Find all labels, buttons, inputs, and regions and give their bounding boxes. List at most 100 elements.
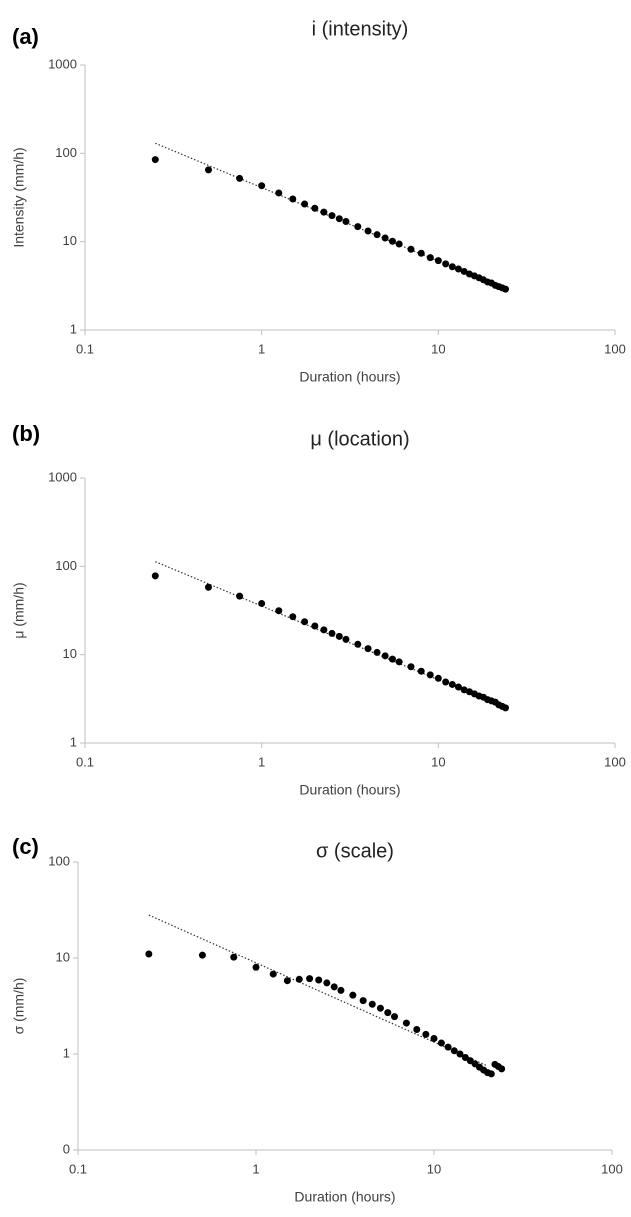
x-tick-label: 0.1 bbox=[76, 754, 94, 769]
data-point bbox=[368, 1000, 376, 1008]
y-tick-label: 1000 bbox=[48, 56, 77, 71]
data-point bbox=[417, 667, 425, 675]
data-point bbox=[448, 263, 456, 271]
data-point bbox=[364, 227, 372, 235]
data-point bbox=[275, 607, 283, 615]
data-point bbox=[434, 674, 442, 682]
data-point bbox=[444, 1043, 452, 1051]
data-point bbox=[413, 1025, 421, 1033]
data-point bbox=[448, 680, 456, 688]
data-point bbox=[381, 652, 389, 660]
data-point bbox=[461, 1053, 469, 1061]
data-point bbox=[275, 189, 283, 197]
x-tick-label: 100 bbox=[604, 341, 626, 356]
data-point bbox=[381, 234, 389, 242]
y-axis-title: μ (mm/h) bbox=[11, 582, 27, 638]
y-tick-label: 100 bbox=[55, 145, 77, 160]
data-point bbox=[430, 1035, 438, 1043]
data-point bbox=[258, 599, 266, 607]
y-tick-label: 1000 bbox=[48, 469, 77, 484]
data-point bbox=[258, 182, 266, 190]
data-point bbox=[456, 1050, 464, 1058]
data-point bbox=[342, 218, 350, 226]
data-point bbox=[395, 240, 403, 248]
x-tick-label: 100 bbox=[601, 1161, 623, 1176]
data-point bbox=[407, 245, 415, 253]
data-point bbox=[426, 254, 434, 262]
data-point bbox=[236, 592, 244, 600]
panel-label: (b) bbox=[12, 421, 40, 446]
data-point bbox=[301, 200, 309, 208]
data-point bbox=[335, 632, 343, 640]
y-tick-label: 1 bbox=[63, 1045, 70, 1060]
data-point bbox=[402, 1019, 410, 1027]
y-tick-label: 1 bbox=[70, 734, 77, 749]
data-point bbox=[295, 975, 303, 983]
data-point bbox=[320, 208, 328, 216]
y-tick-label: 0 bbox=[63, 1141, 70, 1156]
data-point bbox=[454, 265, 462, 273]
data-point bbox=[442, 260, 450, 268]
data-point bbox=[422, 1030, 430, 1038]
x-axis-title: Duration (hours) bbox=[299, 782, 400, 798]
data-point bbox=[328, 212, 336, 220]
data-point bbox=[311, 204, 319, 212]
data-point bbox=[498, 1065, 506, 1073]
data-point bbox=[337, 986, 345, 994]
data-point bbox=[145, 950, 153, 958]
data-point bbox=[502, 285, 510, 293]
data-point bbox=[204, 583, 212, 591]
chart-title: i (intensity) bbox=[312, 18, 409, 40]
chart-title: μ (location) bbox=[310, 428, 409, 450]
x-tick-label: 1 bbox=[258, 341, 265, 356]
chart-title: σ (scale) bbox=[316, 840, 394, 862]
data-point bbox=[354, 223, 362, 231]
x-tick-label: 100 bbox=[604, 754, 626, 769]
data-point bbox=[426, 671, 434, 679]
data-point bbox=[359, 997, 367, 1005]
data-point bbox=[328, 629, 336, 637]
data-point bbox=[236, 174, 244, 182]
data-point bbox=[391, 1013, 399, 1021]
data-point bbox=[373, 648, 381, 656]
data-point bbox=[460, 267, 468, 275]
data-point bbox=[460, 686, 468, 694]
y-tick-label: 10 bbox=[63, 233, 77, 248]
y-axis-title: σ (mm/h) bbox=[11, 978, 27, 1035]
data-point bbox=[373, 231, 381, 239]
data-point bbox=[376, 1004, 384, 1012]
x-tick-label: 10 bbox=[431, 341, 445, 356]
data-point bbox=[311, 622, 319, 630]
data-point bbox=[442, 678, 450, 686]
trendline bbox=[148, 914, 488, 1067]
data-point bbox=[204, 166, 212, 174]
data-point bbox=[388, 237, 396, 245]
data-point bbox=[487, 1070, 495, 1078]
y-axis-title: Intensity (mm/h) bbox=[11, 147, 27, 247]
data-point bbox=[437, 1039, 445, 1047]
data-point bbox=[151, 572, 159, 580]
data-point bbox=[289, 195, 297, 203]
y-tick-label: 1 bbox=[70, 321, 77, 336]
data-point bbox=[417, 249, 425, 257]
data-point bbox=[349, 991, 357, 999]
panel-label: (c) bbox=[12, 834, 39, 859]
data-point bbox=[315, 976, 323, 984]
data-point bbox=[151, 156, 159, 164]
data-point bbox=[450, 1047, 458, 1055]
y-tick-label: 100 bbox=[55, 558, 77, 573]
data-point bbox=[454, 683, 462, 691]
x-tick-label: 0.1 bbox=[69, 1161, 87, 1176]
data-point bbox=[301, 618, 309, 626]
data-point bbox=[354, 640, 362, 648]
data-point bbox=[384, 1009, 392, 1017]
x-tick-label: 0.1 bbox=[76, 341, 94, 356]
data-point bbox=[502, 704, 510, 712]
data-point bbox=[252, 963, 260, 971]
data-point bbox=[434, 257, 442, 265]
data-point bbox=[289, 613, 297, 621]
x-tick-label: 1 bbox=[258, 754, 265, 769]
x-axis-title: Duration (hours) bbox=[299, 369, 400, 385]
data-point bbox=[395, 658, 403, 666]
